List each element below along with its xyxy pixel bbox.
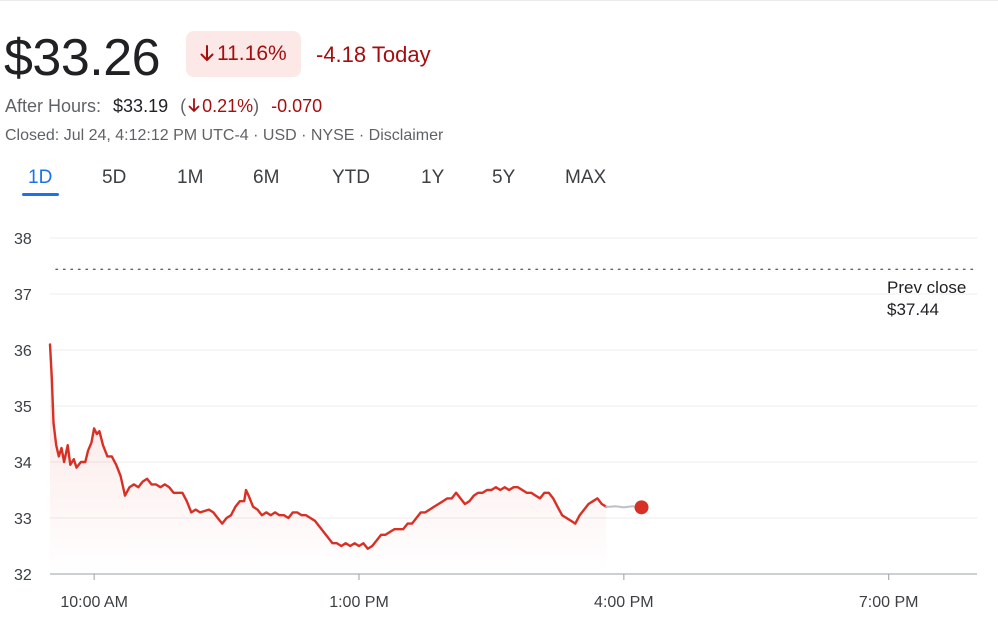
prev-close-value: $37.44	[887, 300, 939, 319]
arrow-down-icon	[188, 98, 200, 112]
regular-session-line	[48, 343, 608, 550]
tab-1m[interactable]: 1M	[177, 167, 204, 188]
y-tick-label: 32	[14, 567, 32, 584]
tab-5y[interactable]: 5Y	[492, 167, 516, 188]
y-tick-label: 35	[14, 399, 32, 416]
y-axis-ticks: 32 33 34 35 36 37 38	[14, 231, 32, 584]
price-chart[interactable]: 32 33 34 35 36 37 38 10:00 AM 1:00 PM 4:00 PM 7:0…	[0, 215, 998, 639]
prev-close-title: Prev close	[887, 278, 967, 297]
top-divider	[0, 0, 998, 1]
x-tick-label: 7:00 PM	[859, 594, 919, 611]
active-tab-underline	[22, 193, 59, 196]
after-hours-percent: (0.21%)	[180, 94, 259, 118]
after-hours-row: After Hours: $33.19 (0.21%) -0.070	[5, 94, 322, 118]
x-tick-label: 4:00 PM	[594, 594, 654, 611]
x-axis-ticks: 10:00 AM 1:00 PM 4:00 PM 7:00 PM	[60, 574, 919, 611]
y-tick-label: 34	[14, 455, 32, 472]
arrow-down-icon	[200, 45, 214, 61]
tab-max[interactable]: MAX	[565, 167, 607, 188]
tab-1y[interactable]: 1Y	[421, 167, 445, 188]
after-hours-pct-value: 0.21%	[202, 96, 254, 116]
paren-open: (	[180, 96, 187, 116]
tab-6m[interactable]: 6M	[253, 167, 280, 188]
price-area	[50, 344, 607, 574]
y-tick-label: 36	[14, 343, 32, 360]
after-hours-price: $33.19	[113, 96, 169, 116]
x-tick-label: 10:00 AM	[60, 594, 128, 611]
market-status-line: Closed: Jul 24, 4:12:12 PM UTC-4 · USD ·…	[5, 127, 444, 144]
current-marker-layer	[634, 500, 649, 515]
change-percent: 11.16%	[217, 42, 287, 65]
current-price: $33.26	[4, 29, 161, 87]
after-hours-change: -0.070	[271, 96, 323, 116]
change-percent-badge: 11.16%	[186, 31, 301, 77]
tab-5d[interactable]: 5D	[102, 167, 127, 188]
after-hours-label: After Hours:	[5, 96, 102, 116]
y-tick-label: 38	[14, 231, 32, 248]
tab-ytd[interactable]: YTD	[332, 167, 370, 188]
y-tick-label: 37	[14, 287, 32, 304]
y-tick-label: 33	[14, 511, 32, 528]
change-today: -4.18 Today	[316, 42, 431, 67]
prev-close-label: Prev close $37.44	[887, 277, 966, 321]
current-price-marker	[634, 500, 649, 515]
price-area-fill	[50, 344, 607, 574]
paren-close: )	[253, 96, 260, 116]
x-tick-label: 1:00 PM	[329, 594, 389, 611]
tab-1d[interactable]: 1D	[28, 167, 53, 188]
